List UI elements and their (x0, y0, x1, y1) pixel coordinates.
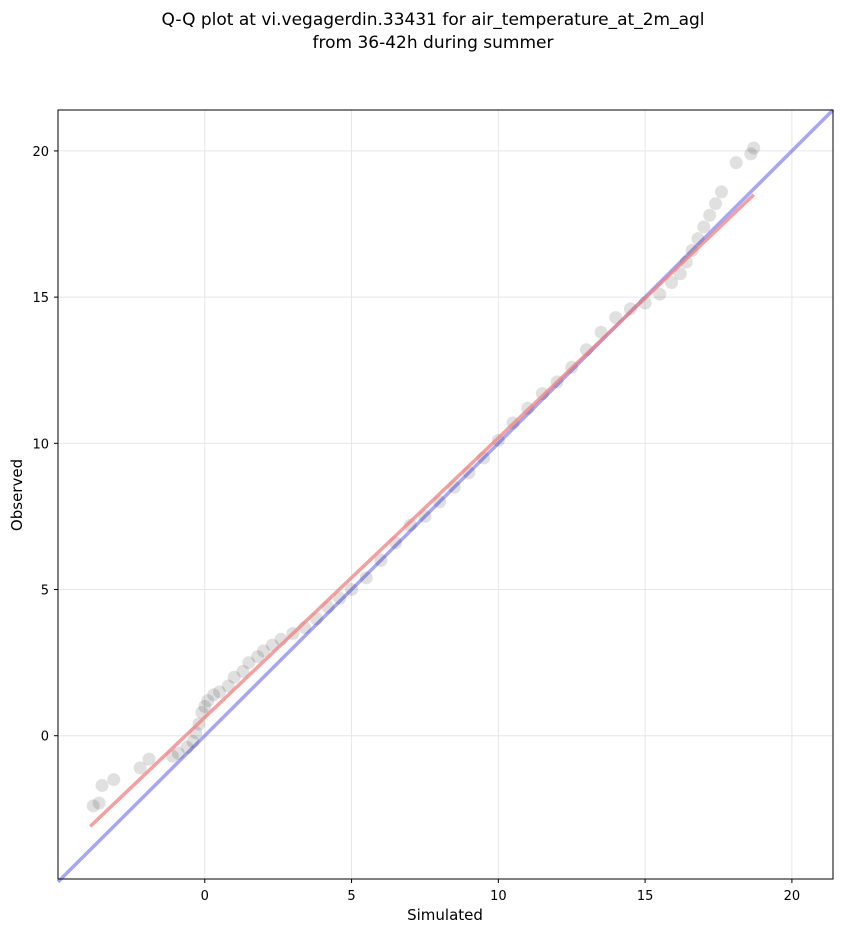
y-axis-ticks: 0 5 10 15 20 (32, 145, 58, 745)
x-tick-label: 20 (784, 889, 801, 904)
data-point (729, 156, 743, 170)
data-point (403, 518, 417, 532)
data-point (359, 571, 373, 585)
data-point (703, 208, 717, 222)
x-tick-label: 10 (490, 889, 507, 904)
data-point (236, 664, 250, 678)
fit-line-layer (89, 193, 755, 828)
data-point (171, 746, 185, 760)
chart-title-line-1: Q-Q plot at vi.vegagerdin.33431 for air_… (161, 10, 704, 30)
fit-line (89, 193, 755, 828)
x-axis-ticks: 0 5 10 15 20 (201, 879, 801, 904)
data-point (747, 141, 761, 155)
plot-frame (57, 109, 834, 880)
x-axis-label: Simulated (407, 906, 483, 924)
data-point (623, 302, 637, 316)
data-point (333, 591, 347, 605)
data-point (242, 656, 256, 670)
data-point (691, 232, 705, 246)
x-tick-label: 5 (347, 889, 355, 904)
y-tick-label: 5 (41, 584, 49, 599)
data-point (744, 147, 758, 161)
y-tick-label: 20 (32, 145, 49, 160)
data-point (673, 267, 687, 281)
y-axis-label: Observed (8, 459, 26, 531)
data-point (201, 694, 215, 708)
data-point (86, 799, 100, 813)
data-point (697, 220, 711, 234)
data-point (345, 583, 359, 597)
plot-area (56, 108, 835, 884)
data-point (665, 276, 679, 290)
identity-line (56, 108, 835, 884)
data-point (95, 778, 109, 792)
data-point (221, 679, 235, 693)
data-point (92, 796, 106, 810)
data-point (653, 287, 667, 301)
y-tick-label: 0 (41, 730, 49, 745)
data-point (186, 735, 200, 749)
grid-lines (58, 110, 833, 879)
y-tick-label: 10 (32, 437, 49, 452)
data-point (180, 740, 194, 754)
data-point (133, 761, 147, 775)
data-point (679, 255, 693, 269)
data-point (212, 685, 226, 699)
chart-title-line-2: from 36-42h during summer (313, 33, 554, 53)
x-tick-label: 0 (201, 889, 209, 904)
x-tick-label: 15 (637, 889, 654, 904)
y-tick-label: 15 (32, 291, 49, 306)
data-point (107, 773, 121, 787)
data-point (256, 644, 270, 658)
data-point (198, 699, 212, 713)
data-point (207, 688, 221, 702)
data-point (714, 185, 728, 199)
data-point (709, 197, 723, 211)
data-point (142, 752, 156, 766)
data-point (251, 650, 265, 664)
data-point (227, 670, 241, 684)
identity-line-layer (56, 108, 835, 884)
data-point (374, 553, 388, 567)
data-point (685, 243, 699, 257)
